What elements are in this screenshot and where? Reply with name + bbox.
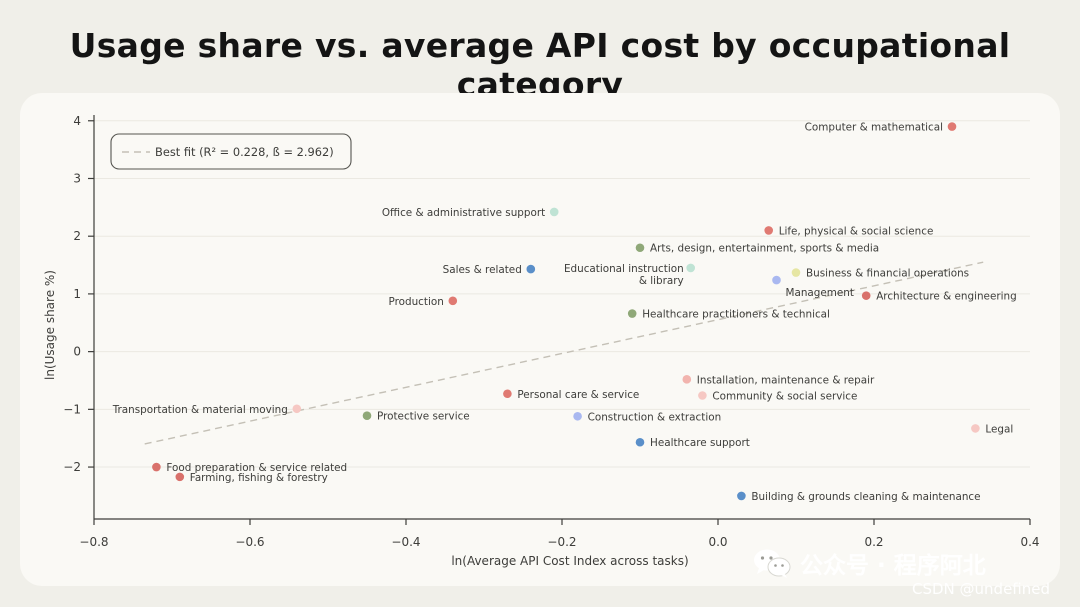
watermark-csdn-text: CSDN @undefined bbox=[912, 580, 1051, 598]
data-point bbox=[635, 243, 645, 253]
y-tick-label: 4 bbox=[73, 114, 81, 128]
point-label: Building & grounds cleaning & maintenanc… bbox=[751, 491, 980, 503]
point-label: Installation, maintenance & repair bbox=[697, 374, 875, 386]
point-label: Architecture & engineering bbox=[876, 291, 1017, 303]
x-axis-label: ln(Average API Cost Index across tasks) bbox=[451, 554, 688, 568]
legend-label: Best fit (R² = 0.228, ß = 2.962) bbox=[155, 145, 334, 159]
data-point bbox=[448, 296, 458, 306]
page-title: Usage share vs. average API cost by occu… bbox=[69, 26, 1011, 104]
x-tick-label: 0.2 bbox=[864, 535, 883, 549]
point-label-line: & library bbox=[639, 275, 684, 287]
data-point bbox=[682, 375, 692, 384]
data-points: Computer & mathematical Office & administ… bbox=[112, 122, 1017, 503]
point-label: Personal care & service bbox=[517, 389, 639, 401]
y-tick-label: 3 bbox=[73, 171, 81, 185]
data-point bbox=[861, 291, 871, 300]
point-label: Construction & extraction bbox=[588, 411, 722, 423]
data-point bbox=[698, 391, 707, 400]
data-point bbox=[362, 411, 372, 420]
point-label: Office & administrative support bbox=[382, 207, 545, 219]
data-point bbox=[947, 122, 957, 131]
point-label: Educational instruction & library bbox=[564, 263, 684, 287]
data-point bbox=[764, 226, 773, 235]
point-label: Legal bbox=[985, 423, 1013, 435]
y-tick-label: 1 bbox=[73, 287, 81, 301]
legend-box bbox=[110, 133, 352, 170]
point-label: Food preparation & service related bbox=[166, 462, 347, 474]
point-label: Production bbox=[389, 296, 444, 308]
data-point bbox=[791, 268, 801, 277]
data-point bbox=[503, 389, 512, 399]
data-point bbox=[635, 437, 645, 447]
point-label: Life, physical & social science bbox=[779, 225, 934, 237]
data-point bbox=[292, 404, 302, 414]
y-axis-label: ln(Usage share %) bbox=[43, 270, 57, 380]
point-label: Healthcare support bbox=[650, 437, 750, 449]
data-point bbox=[772, 275, 781, 285]
y-tick-label: 0 bbox=[73, 345, 81, 359]
point-label: Transportation & material moving bbox=[112, 404, 288, 416]
chart-card bbox=[20, 93, 1060, 586]
data-point bbox=[686, 263, 695, 273]
data-point bbox=[152, 462, 161, 472]
point-label-line: Educational instruction bbox=[564, 263, 684, 275]
point-label: Sales & related bbox=[443, 264, 522, 276]
point-label: Arts, design, entertainment, sports & me… bbox=[650, 243, 879, 255]
y-tick-label: −2 bbox=[63, 460, 81, 474]
x-tick-label: −0.8 bbox=[79, 535, 108, 549]
x-tick-label: 0.4 bbox=[1020, 535, 1039, 549]
x-tick-label: −0.2 bbox=[547, 535, 576, 549]
legend: Best fit (R² = 0.228, ß = 2.962) bbox=[110, 133, 352, 170]
x-tick-label: 0.0 bbox=[708, 535, 727, 549]
point-label: Farming, fishing & forestry bbox=[190, 472, 328, 484]
data-point bbox=[573, 411, 582, 421]
data-point bbox=[971, 424, 980, 433]
data-point bbox=[549, 207, 559, 217]
point-label: Healthcare practitioners & technical bbox=[642, 309, 830, 321]
point-label: Community & social service bbox=[712, 390, 857, 402]
watermark-brand: 公众号 · 程序阿北 bbox=[752, 546, 986, 580]
x-tick-label: −0.6 bbox=[235, 535, 264, 549]
best-fit-layer bbox=[144, 261, 984, 445]
data-point bbox=[737, 491, 746, 501]
x-tick-label: −0.4 bbox=[391, 535, 420, 549]
y-tick-label: −1 bbox=[63, 402, 81, 416]
point-label: Protective service bbox=[377, 411, 470, 423]
axes: −2 −1 0 1 2 3 4 −0.8 −0.6 −0.4 −0.2 0.0 0.2 0.4 ln(Ave… bbox=[43, 114, 1040, 568]
point-label: Management bbox=[786, 287, 854, 299]
data-point bbox=[175, 472, 185, 482]
watermark-brand-text: 公众号 · 程序阿北 bbox=[800, 553, 986, 579]
point-label: Business & financial operations bbox=[806, 268, 969, 280]
point-label: Computer & mathematical bbox=[805, 122, 943, 134]
grid-lines bbox=[94, 120, 1030, 468]
wechat-icon bbox=[754, 549, 791, 578]
data-point bbox=[526, 264, 536, 274]
data-point bbox=[627, 309, 637, 318]
best-fit-line bbox=[144, 261, 984, 445]
watermark-csdn: CSDN @undefined bbox=[912, 580, 1050, 598]
y-tick-label: 2 bbox=[73, 229, 81, 243]
